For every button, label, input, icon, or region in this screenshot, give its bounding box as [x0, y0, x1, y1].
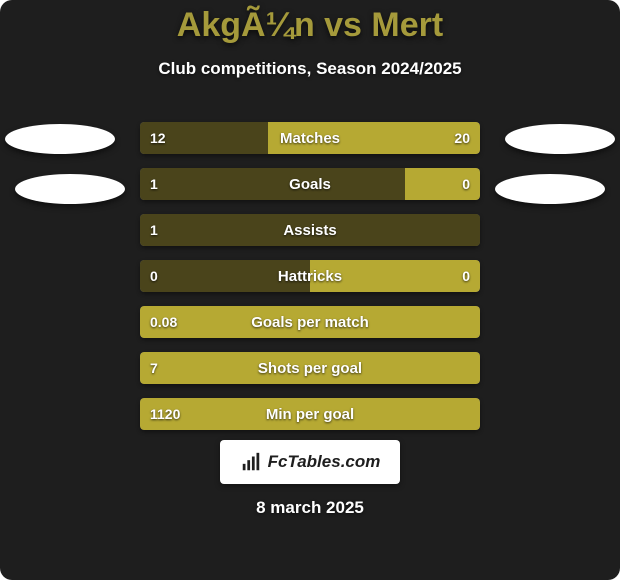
subtitle: Club competitions, Season 2024/2025	[0, 45, 620, 79]
watermark-text: FcTables.com	[268, 452, 381, 472]
stat-bar-single	[140, 398, 480, 430]
stat-row: Shots per goal7	[140, 352, 480, 384]
player-badge-left-2	[15, 174, 125, 204]
stat-row: Assists1	[140, 214, 480, 246]
player-badge-right-2	[495, 174, 605, 204]
stat-bar-left	[140, 168, 405, 200]
stat-bar-right	[405, 168, 480, 200]
stat-bar-single	[140, 306, 480, 338]
stat-bar-right	[310, 260, 480, 292]
stat-bar-single	[140, 352, 480, 384]
stat-row: Min per goal1120	[140, 398, 480, 430]
stat-row: Goals10	[140, 168, 480, 200]
stat-row: Matches1220	[140, 122, 480, 154]
stat-row: Goals per match0.08	[140, 306, 480, 338]
stat-bar-left	[140, 214, 480, 246]
stat-row: Hattricks00	[140, 260, 480, 292]
chart-icon	[240, 451, 262, 473]
page-title: AkgÃ¼n vs Mert	[0, 0, 620, 45]
stats-bars: Matches1220 Goals10 Assists1 Hattricks00 Goa…	[140, 122, 480, 444]
stat-bar-right	[268, 122, 481, 154]
player-badge-right-1	[505, 124, 615, 154]
player-badge-left-1	[5, 124, 115, 154]
date-label: 8 march 2025	[0, 498, 620, 518]
watermark: FcTables.com	[220, 440, 400, 484]
stat-bar-left	[140, 122, 268, 154]
comparison-card: AkgÃ¼n vs Mert Club competitions, Season…	[0, 0, 620, 580]
stat-bar-left	[140, 260, 310, 292]
